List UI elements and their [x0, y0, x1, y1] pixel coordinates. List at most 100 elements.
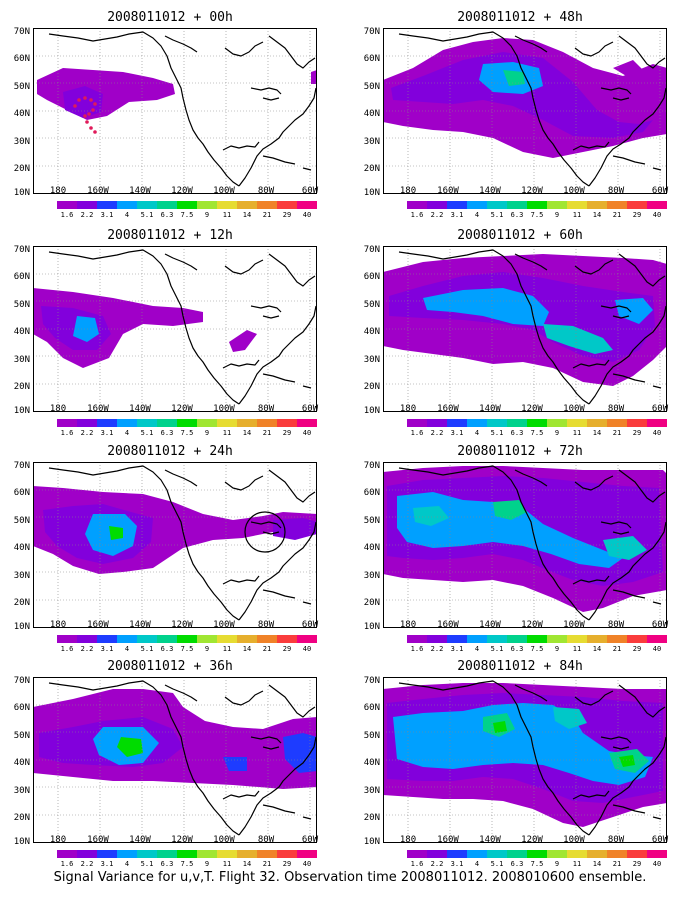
lon-label: 140W	[479, 835, 501, 845]
colorbar-swatch	[137, 201, 157, 209]
lat-label: 20N	[13, 813, 30, 823]
colorbar-swatch	[427, 850, 447, 858]
colorbar-label: 2.2	[430, 860, 444, 868]
colorbar-swatch	[237, 419, 257, 427]
lat-label: 60N	[363, 54, 380, 64]
coastline	[224, 690, 264, 706]
colorbar-swatch	[257, 850, 277, 858]
lat-label: 10N	[363, 406, 380, 416]
colorbar-label: 7.5	[530, 860, 544, 868]
panel-title: 2008011012 +24h	[107, 444, 233, 459]
flight-track-point	[93, 130, 97, 134]
coastline	[222, 790, 260, 800]
lat-label: 60N	[363, 272, 380, 282]
colorbar-label: 29	[632, 211, 642, 219]
colorbar-swatch	[137, 850, 157, 858]
lon-label: 100W	[213, 835, 235, 845]
colorbar-label: 21	[262, 429, 272, 437]
coastline	[164, 469, 198, 487]
colorbar-swatch	[527, 635, 547, 643]
coastline	[268, 469, 316, 503]
coastline	[48, 680, 240, 836]
variance-contour	[553, 707, 587, 729]
colorbar-label: 40	[652, 645, 662, 653]
variance-contour	[397, 492, 623, 568]
flight-track-point	[91, 108, 95, 112]
coastline	[250, 736, 282, 744]
lon-label: 80W	[607, 620, 625, 630]
coastline	[238, 87, 317, 187]
lat-label: 20N	[363, 164, 380, 174]
lat-label: 60N	[13, 488, 30, 498]
lon-label: 120W	[521, 186, 543, 196]
map-panel-00h: 2008011012 +00h 70N 60N 50N 40N 30N 20N 1…	[0, 10, 340, 225]
map-plot	[383, 462, 667, 628]
colorbar-label: 11	[572, 860, 582, 868]
coastline	[572, 790, 610, 800]
colorbar-label: 21	[612, 860, 622, 868]
lon-label: 160W	[87, 835, 109, 845]
colorbar-swatch	[487, 635, 507, 643]
colorbar-swatch	[97, 850, 117, 858]
lat-label: 70N	[13, 27, 30, 37]
lat-label: 10N	[363, 622, 380, 632]
colorbar-swatch	[237, 850, 257, 858]
colorbar-label: 40	[302, 860, 312, 868]
colorbar-label: 5.1	[490, 860, 504, 868]
lat-label: 10N	[363, 188, 380, 198]
flight-track-point	[93, 102, 97, 106]
colorbar-label: 29	[632, 429, 642, 437]
variance-contour	[229, 330, 257, 352]
colorbar-swatch	[117, 201, 137, 209]
colorbar-label: 11	[222, 645, 232, 653]
flight-track-point	[73, 104, 77, 108]
colorbar	[407, 201, 667, 209]
lon-label: 80W	[257, 835, 275, 845]
coastline	[262, 97, 280, 101]
lon-label: 140W	[479, 186, 501, 196]
variance-contour	[423, 288, 549, 326]
lon-label: 100W	[213, 404, 235, 414]
lon-label: 120W	[171, 835, 193, 845]
coastline	[262, 155, 296, 165]
colorbar-label: 7.5	[180, 860, 194, 868]
lon-label: 180	[399, 620, 417, 630]
lat-label: 50N	[13, 516, 30, 526]
lat-label: 30N	[13, 571, 30, 581]
colorbar-label: 21	[612, 645, 622, 653]
coastline	[652, 601, 662, 605]
colorbar-label: 2.2	[80, 860, 94, 868]
lon-label: 80W	[257, 620, 275, 630]
coastline	[268, 684, 316, 718]
colorbar-swatch	[177, 635, 197, 643]
colorbar-label: 9	[554, 860, 560, 868]
coastline	[222, 359, 260, 369]
lat-label: 20N	[363, 598, 380, 608]
panel-title: 2008011012 +48h	[457, 10, 583, 25]
colorbar-swatch	[627, 850, 647, 858]
lon-label: 60W	[301, 835, 319, 845]
colorbar-label: 21	[262, 645, 272, 653]
panel-title: 2008011012 +60h	[457, 228, 583, 243]
colorbar-swatch	[467, 419, 487, 427]
lat-label: 60N	[13, 272, 30, 282]
colorbar-label: 7.5	[530, 211, 544, 219]
lat-label: 30N	[363, 137, 380, 147]
colorbar-swatch	[177, 419, 197, 427]
colorbar-swatch	[427, 201, 447, 209]
colorbar-label: 6.3	[510, 645, 524, 653]
colorbar-label: 3.1	[450, 211, 464, 219]
colorbar-swatch	[607, 850, 627, 858]
colorbar-swatch	[487, 850, 507, 858]
colorbar	[407, 850, 667, 858]
map-panel-72h: 2008011012 +72h 70N 60N 50N 40N 30N 20N 1…	[350, 444, 690, 659]
colorbar-swatch	[567, 635, 587, 643]
colorbar-label: 9	[204, 211, 210, 219]
colorbar-swatch	[427, 419, 447, 427]
colorbar-label: 4	[124, 211, 130, 219]
colorbar-swatch	[197, 635, 217, 643]
colorbar-label: 4	[124, 860, 130, 868]
coastline	[398, 249, 590, 405]
map-plot	[383, 677, 667, 843]
lat-label: 70N	[363, 245, 380, 255]
